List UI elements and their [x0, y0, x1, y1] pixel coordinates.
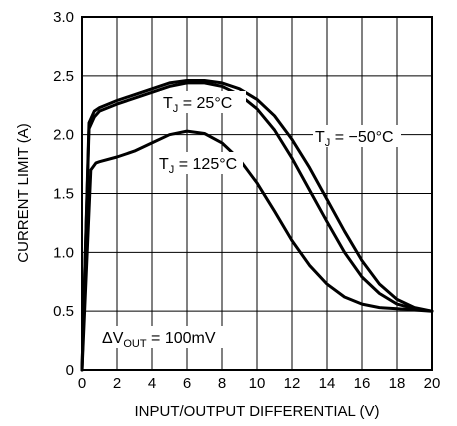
x-axis-label: INPUT/OUTPUT DIFFERENTIAL (V) — [134, 403, 379, 420]
y-tick-label: 3.0 — [53, 9, 74, 26]
x-tick-label: 12 — [284, 375, 301, 392]
series-line-1 — [80, 79, 434, 372]
x-tick-labels: 0 2 4 6 8 10 12 14 16 18 20 — [78, 375, 441, 392]
y-tick-label: 0 — [66, 362, 74, 379]
y-tick-label: 2.0 — [53, 127, 74, 144]
svg-text:TJ = 25°C: TJ = 25°C — [163, 95, 232, 115]
x-tick-label: 20 — [424, 375, 441, 392]
y-tick-label: 2.5 — [53, 68, 74, 85]
x-tick-label: 18 — [389, 375, 406, 392]
x-tick-label: 14 — [319, 375, 336, 392]
y-axis-label: CURRENT LIMIT (A) — [15, 123, 32, 262]
svg-text:TJ = −50°C: TJ = −50°C — [315, 129, 394, 149]
y-tick-label: 1.0 — [53, 244, 74, 261]
x-tick-label: 8 — [218, 375, 226, 392]
svg-text:ΔVOUT = 100mV: ΔVOUT = 100mV — [102, 330, 216, 350]
x-tick-label: 0 — [78, 375, 86, 392]
annotation-delta-vout: ΔVOUT = 100mV — [99, 326, 225, 350]
label-minus50c: TJ = −50°C — [313, 125, 401, 149]
x-tick-label: 16 — [354, 375, 371, 392]
x-tick-label: 2 — [113, 375, 121, 392]
x-tick-label: 10 — [249, 375, 266, 392]
y-tick-label: 1.5 — [53, 186, 74, 203]
plot-frame — [81, 16, 433, 371]
y-tick-label: 0.5 — [53, 303, 74, 320]
x-tick-label: 6 — [183, 375, 191, 392]
x-tick-label: 4 — [148, 375, 156, 392]
svg-text:TJ = 125°C: TJ = 125°C — [159, 156, 237, 176]
y-tick-labels: 0 0.5 1.0 1.5 2.0 2.5 3.0 — [53, 9, 74, 379]
label-25c: TJ = 25°C — [160, 91, 246, 115]
grid — [82, 17, 432, 370]
label-125c: TJ = 125°C — [157, 152, 243, 176]
